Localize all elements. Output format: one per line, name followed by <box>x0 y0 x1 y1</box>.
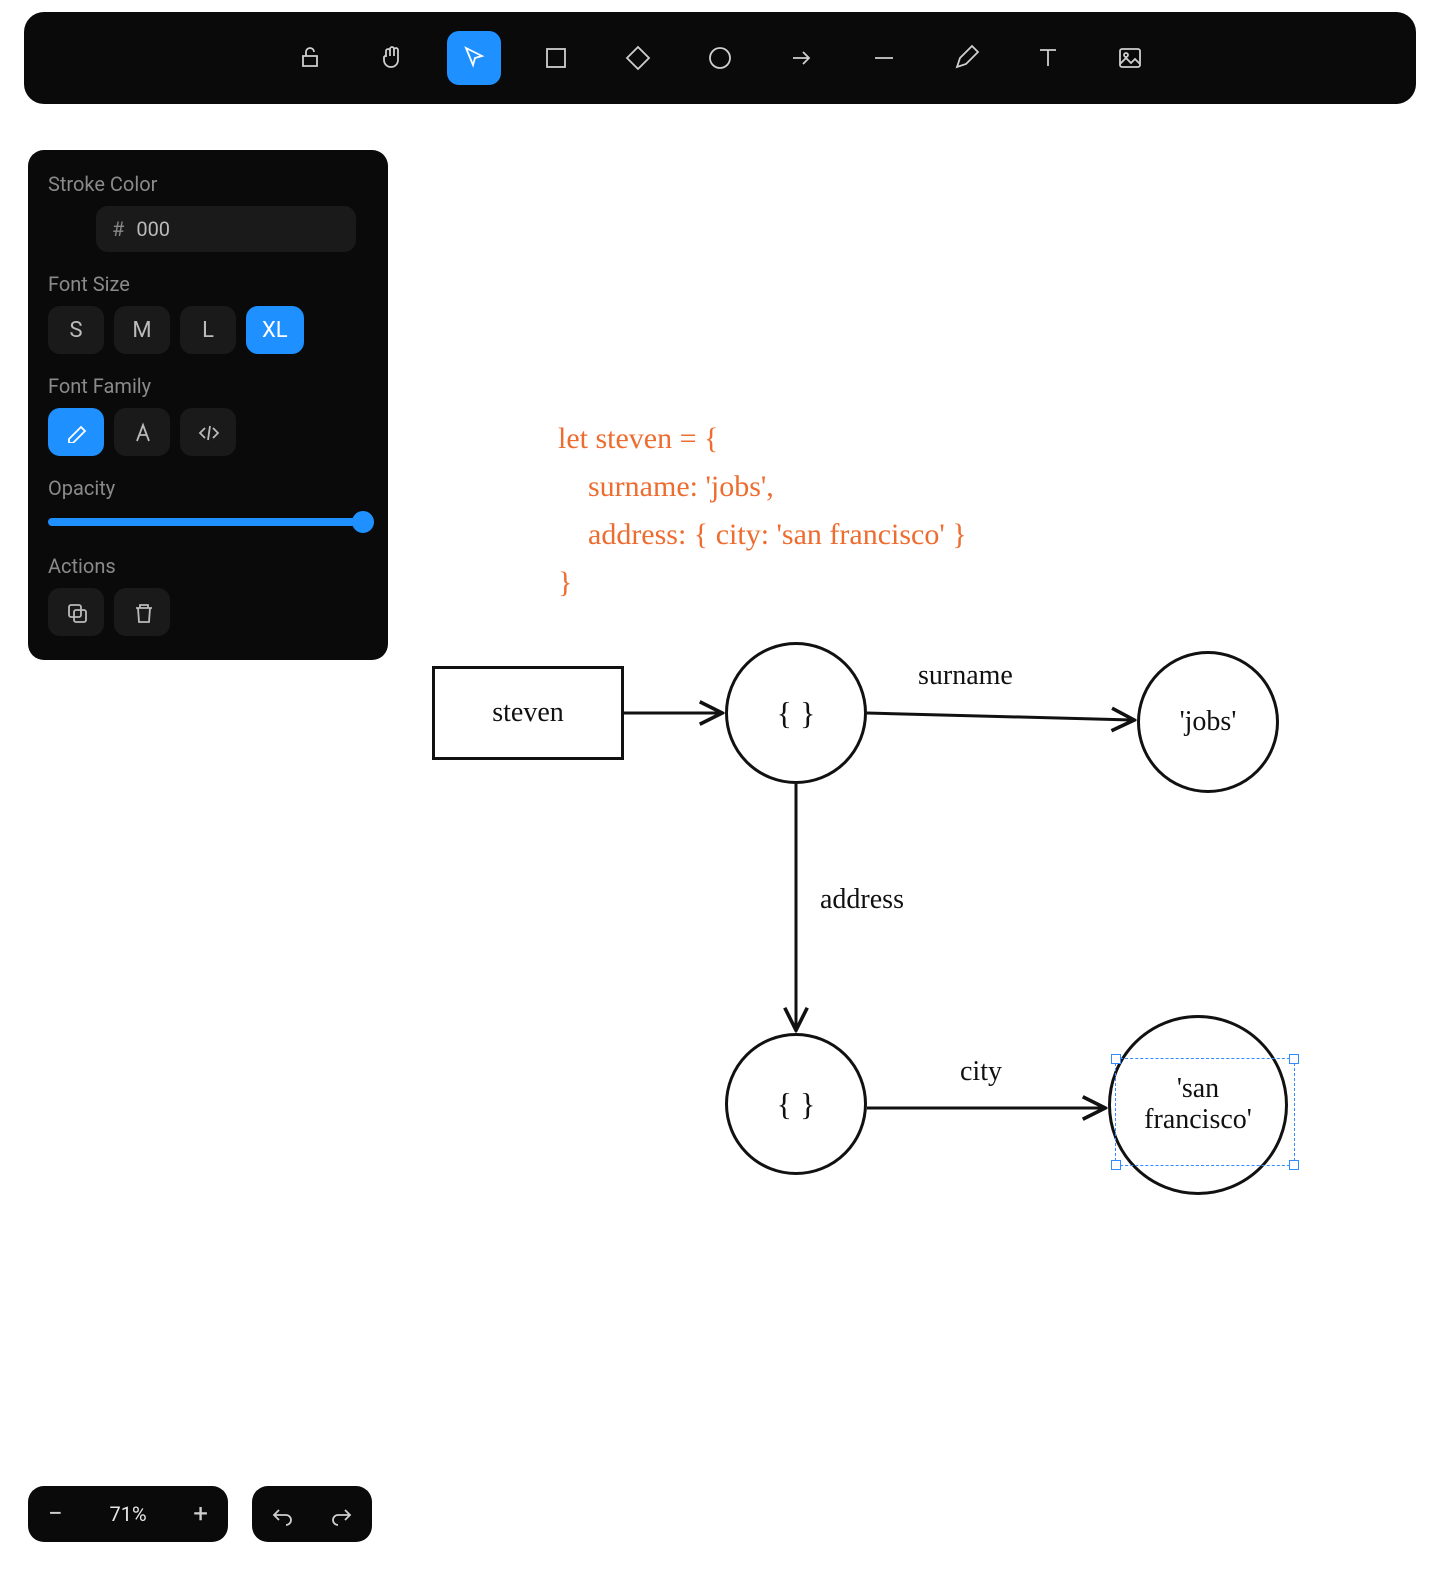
tool-rectangle[interactable] <box>529 31 583 85</box>
edge-label-address[interactable]: address <box>820 884 904 916</box>
actions-buttons <box>48 588 368 636</box>
stroke-color-input[interactable] <box>134 216 340 242</box>
tool-pencil[interactable] <box>939 31 993 85</box>
redo-button[interactable] <box>312 1486 372 1542</box>
diamond-icon <box>624 44 652 72</box>
stroke-color-section: Stroke Color # <box>48 172 368 252</box>
tool-ellipse[interactable] <box>693 31 747 85</box>
font-size-options: S M L XL <box>48 306 368 354</box>
font-size-m[interactable]: M <box>114 306 170 354</box>
rectangle-icon <box>542 44 570 72</box>
node-obj1-label: { } <box>777 695 816 732</box>
edge-label-city[interactable]: city <box>960 1056 1002 1088</box>
zoom-out-button[interactable]: − <box>48 1499 63 1529</box>
tool-pointer[interactable] <box>447 31 501 85</box>
node-obj2[interactable]: { } <box>725 1033 867 1175</box>
zoom-percent[interactable]: 71% <box>109 1502 146 1526</box>
undo-redo-control <box>252 1486 372 1542</box>
code-text[interactable]: let steven = { surname: 'jobs', address:… <box>558 415 967 607</box>
opacity-track <box>48 518 368 526</box>
trash-icon <box>131 601 153 623</box>
edge-label-surname[interactable]: surname <box>918 660 1013 692</box>
actions-section: Actions <box>48 554 368 636</box>
hash-prefix: # <box>112 217 124 241</box>
tool-line[interactable] <box>857 31 911 85</box>
zoom-control: − 71% + <box>28 1486 228 1542</box>
properties-panel: Stroke Color # Font Size S M L XL Font F… <box>28 150 388 660</box>
ellipse-icon <box>706 44 734 72</box>
node-obj1[interactable]: { } <box>725 642 867 784</box>
tool-text[interactable] <box>1021 31 1075 85</box>
duplicate-icon <box>65 601 87 623</box>
opacity-thumb[interactable] <box>352 511 374 533</box>
selection-box[interactable] <box>1115 1058 1295 1166</box>
zoom-in-button[interactable]: + <box>193 1499 208 1529</box>
tool-lock[interactable] <box>283 31 337 85</box>
selection-handle-se[interactable] <box>1289 1160 1299 1170</box>
handwritten-icon <box>65 421 87 443</box>
font-family-options <box>48 408 368 456</box>
font-family-normal[interactable] <box>114 408 170 456</box>
actions-label: Actions <box>48 554 368 578</box>
text-icon <box>1034 44 1062 72</box>
code-font-icon <box>197 421 219 443</box>
lock-icon <box>296 44 324 72</box>
opacity-label: Opacity <box>48 476 368 500</box>
opacity-slider[interactable] <box>48 510 368 534</box>
opacity-section: Opacity <box>48 476 368 534</box>
node-jobs-label: 'jobs' <box>1180 706 1237 738</box>
action-delete[interactable] <box>114 588 170 636</box>
stroke-color-input-wrap[interactable]: # <box>96 206 356 252</box>
tool-arrow[interactable] <box>775 31 829 85</box>
normal-font-icon <box>131 421 153 443</box>
font-size-s[interactable]: S <box>48 306 104 354</box>
tool-hand[interactable] <box>365 31 419 85</box>
node-sf-label: 'san francisco' <box>1144 1074 1252 1136</box>
font-size-section: Font Size S M L XL <box>48 272 368 354</box>
bottom-controls: − 71% + <box>28 1486 372 1542</box>
font-family-handwritten[interactable] <box>48 408 104 456</box>
hand-icon <box>378 44 406 72</box>
node-obj2-label: { } <box>777 1086 816 1123</box>
redo-icon <box>330 1502 354 1526</box>
tool-diamond[interactable] <box>611 31 665 85</box>
image-icon <box>1116 44 1144 72</box>
font-size-label: Font Size <box>48 272 368 296</box>
undo-button[interactable] <box>252 1486 312 1542</box>
top-toolbar <box>24 12 1416 104</box>
selection-handle-ne[interactable] <box>1289 1054 1299 1064</box>
action-duplicate[interactable] <box>48 588 104 636</box>
pencil-icon <box>952 44 980 72</box>
arrow-icon <box>788 44 816 72</box>
node-sf[interactable]: 'san francisco' <box>1108 1015 1288 1195</box>
font-family-section: Font Family <box>48 374 368 456</box>
tool-image[interactable] <box>1103 31 1157 85</box>
node-jobs[interactable]: 'jobs' <box>1137 651 1279 793</box>
node-steven[interactable]: steven <box>432 666 624 760</box>
stroke-color-label: Stroke Color <box>48 172 368 196</box>
font-family-label: Font Family <box>48 374 368 398</box>
selection-handle-sw[interactable] <box>1111 1160 1121 1170</box>
line-icon <box>870 44 898 72</box>
undo-icon <box>270 1502 294 1526</box>
selection-handle-nw[interactable] <box>1111 1054 1121 1064</box>
font-family-code[interactable] <box>180 408 236 456</box>
font-size-l[interactable]: L <box>180 306 236 354</box>
pointer-icon <box>460 44 488 72</box>
font-size-xl[interactable]: XL <box>246 306 304 354</box>
node-steven-label: steven <box>492 697 564 729</box>
